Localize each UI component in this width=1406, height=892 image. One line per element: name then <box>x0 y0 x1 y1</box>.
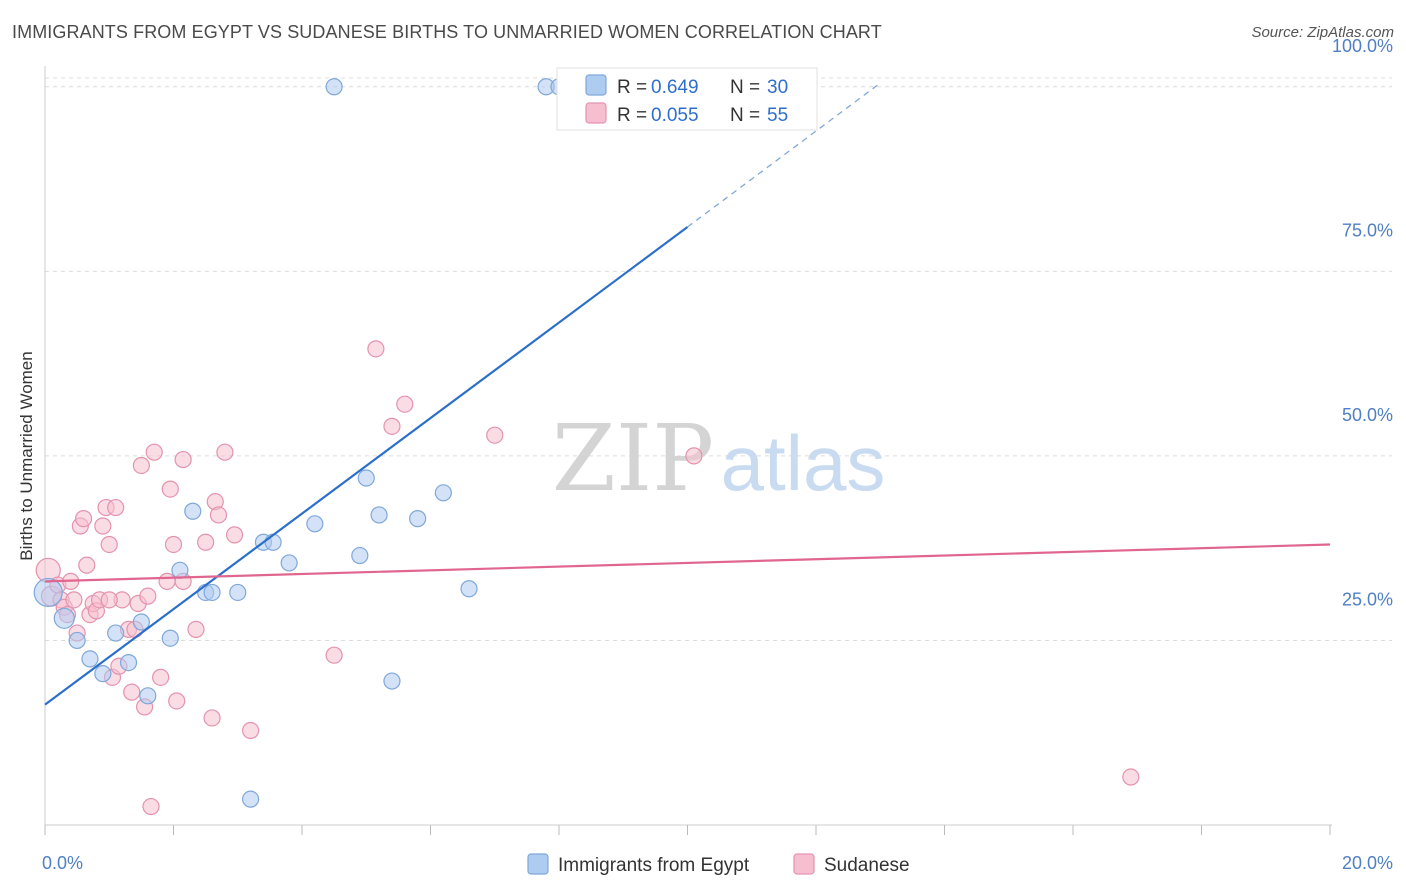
egypt-point <box>94 665 112 683</box>
sudanese-point <box>100 591 118 609</box>
egypt-point <box>171 561 189 579</box>
egypt-point <box>264 533 282 551</box>
egypt-point <box>460 580 478 598</box>
egypt-point <box>383 672 401 690</box>
egypt-point <box>68 631 86 650</box>
legend-n-value-egypt: 30 <box>767 77 788 98</box>
sudanese-point <box>187 620 205 638</box>
sudanese-point <box>100 535 118 554</box>
egypt-point <box>119 653 138 672</box>
grid-lines <box>45 77 1392 641</box>
sudanese-point <box>209 506 228 524</box>
y-tick-label: 75.0% <box>1342 220 1393 240</box>
egypt-trend-line <box>44 226 689 706</box>
sudanese-point <box>158 572 176 590</box>
sudanese-point <box>74 510 93 528</box>
x-tick-label: 20.0% <box>1342 853 1393 873</box>
axes <box>44 66 1332 835</box>
egypt-point <box>242 790 260 808</box>
y-tick-label: 25.0% <box>1342 589 1393 609</box>
legend-swatch-egypt <box>585 74 607 96</box>
sudanese-point <box>65 591 83 609</box>
sudanese-point <box>78 556 96 574</box>
egypt-point <box>132 613 150 631</box>
legend-n-value-sudanese: 55 <box>767 105 788 126</box>
egypt-point <box>306 515 324 533</box>
egypt-point <box>139 687 157 705</box>
y-tick-label: 50.0% <box>1342 405 1393 425</box>
legend-r-value-sudanese: 0.055 <box>651 105 699 126</box>
legend-swatch-sudanese <box>585 102 607 124</box>
egypt-point <box>81 650 99 668</box>
egypt-point <box>107 624 125 642</box>
sudanese-point <box>161 480 179 498</box>
egypt-point <box>434 484 452 502</box>
bottom-legend-swatch-egypt <box>527 853 549 875</box>
sudanese-point <box>132 456 150 475</box>
y-tick-label: 100.0% <box>1332 36 1393 56</box>
sudanese-point <box>1122 768 1140 786</box>
egypt-point <box>325 78 343 96</box>
trend-lines <box>44 82 1331 706</box>
legend-bottom: Immigrants from Egypt Sudanese <box>527 853 910 876</box>
source-credit: Source: ZipAtlas.com <box>1251 24 1394 41</box>
sudanese-point <box>139 587 157 605</box>
y-tick-labels: 25.0% 50.0% 75.0% 100.0% <box>1332 36 1393 610</box>
egypt-series <box>33 78 568 808</box>
x-tick-labels: 0.0% 20.0% <box>42 853 1393 873</box>
y-axis-label: Births to Unmarried Women <box>17 351 36 560</box>
sudanese-point <box>174 450 192 469</box>
legend-r-value-egypt: 0.649 <box>651 77 699 98</box>
egypt-point <box>351 546 369 565</box>
sudanese-point <box>325 646 343 664</box>
sudanese-point <box>396 395 414 413</box>
sudanese-point <box>225 526 244 544</box>
legend-top: R = 0.649 N = 30 R = 0.055 N = 55 <box>556 67 818 131</box>
sudanese-point <box>197 533 215 551</box>
egypt-point <box>33 577 63 608</box>
bottom-legend-label-egypt: Immigrants from Egypt <box>558 855 750 876</box>
sudanese-point <box>242 721 260 740</box>
sudanese-point <box>142 797 160 816</box>
egypt-point <box>161 629 179 647</box>
legend-r-label-egypt: R = <box>617 77 652 98</box>
sudanese-point <box>367 340 385 358</box>
sudanese-point <box>486 426 504 444</box>
chart-title: IMMIGRANTS FROM EGYPT VS SUDANESE BIRTHS… <box>12 22 882 42</box>
sudanese-point <box>685 447 703 465</box>
sudanese-point <box>94 517 112 535</box>
bottom-legend-label-sudanese: Sudanese <box>824 855 910 876</box>
egypt-point <box>53 607 75 629</box>
sudanese-point <box>383 417 401 435</box>
bottom-legend-swatch-sudanese <box>793 853 815 875</box>
egypt-point <box>280 554 298 572</box>
sudanese-point <box>123 683 141 701</box>
sudanese-point <box>164 535 183 554</box>
sudanese-point <box>216 443 234 461</box>
egypt-point <box>184 502 202 520</box>
sudanese-point <box>168 692 186 710</box>
sudanese-point <box>152 668 170 686</box>
egypt-point <box>370 506 388 524</box>
egypt-point <box>229 583 247 602</box>
legend-r-label-sudanese: R = <box>617 105 652 126</box>
x-tick-label: 0.0% <box>42 853 83 873</box>
egypt-point <box>203 583 221 602</box>
sudanese-point <box>145 443 163 461</box>
sudanese-point <box>107 498 125 517</box>
egypt-trend-extension <box>687 82 881 228</box>
legend-n-label-egypt: N = <box>730 77 765 98</box>
egypt-point <box>357 469 375 487</box>
legend-n-label-sudanese: N = <box>730 105 765 126</box>
sudanese-trend-line <box>44 543 1331 583</box>
egypt-point <box>409 510 427 528</box>
watermark: ZIP atlas <box>552 405 885 512</box>
sudanese-point <box>203 709 221 727</box>
watermark-atlas: atlas <box>721 419 886 507</box>
